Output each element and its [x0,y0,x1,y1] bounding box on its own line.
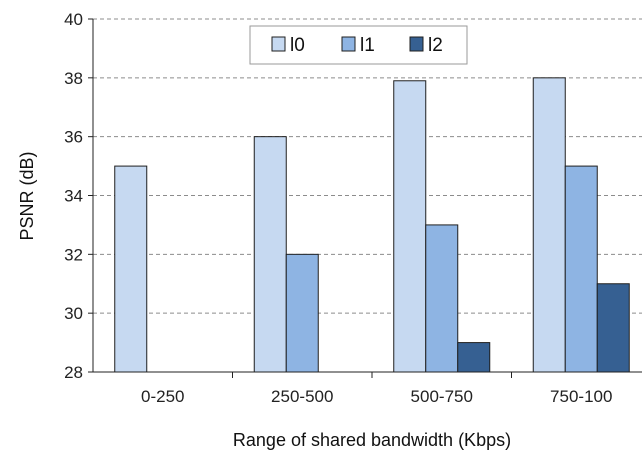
bar-l2-750-100 [596,283,630,373]
x-tick-label: 750-100 [550,387,612,406]
bar-l0-0-250 [114,165,148,373]
legend: l0 l1 l2 [249,25,468,65]
bar-l0-250-500 [253,136,287,373]
legend-swatch-l2 [409,36,424,52]
y-tick-label: 30 [64,304,83,323]
y-tick-label: 36 [64,128,83,147]
x-axis-title: Range of shared bandwidth (Kbps) [233,430,511,450]
y-tick-labels: 28 30 32 34 36 38 40 [64,10,93,382]
bars [114,77,630,373]
bar-l0-500-750 [393,80,427,373]
legend-box [249,25,468,65]
legend-swatch-l1 [341,36,356,52]
y-tick-label: 40 [64,10,83,29]
x-tick-labels: 0-250 250-500 500-750 750-100 [141,372,612,406]
y-tick-label: 34 [64,187,83,206]
bar-l1-250-500 [285,253,319,373]
legend-label-l0: l0 [290,35,305,56]
y-tick-label: 38 [64,69,83,88]
y-tick-label: 28 [64,363,83,382]
x-tick-label: 500-750 [411,387,473,406]
bar-l2-500-750 [457,342,491,373]
bar-l1-500-750 [425,224,459,373]
y-tick-label: 32 [64,245,83,264]
bar-l1-750-100 [564,165,598,373]
legend-swatch-l0 [271,36,286,52]
legend-label-l2: l2 [428,35,443,56]
legend-label-l1: l1 [360,35,375,56]
y-axis-title: PSNR (dB) [17,151,37,240]
bar-l0-750-100 [532,77,566,373]
x-tick-label: 0-250 [141,387,184,406]
x-tick-label: 250-500 [271,387,333,406]
